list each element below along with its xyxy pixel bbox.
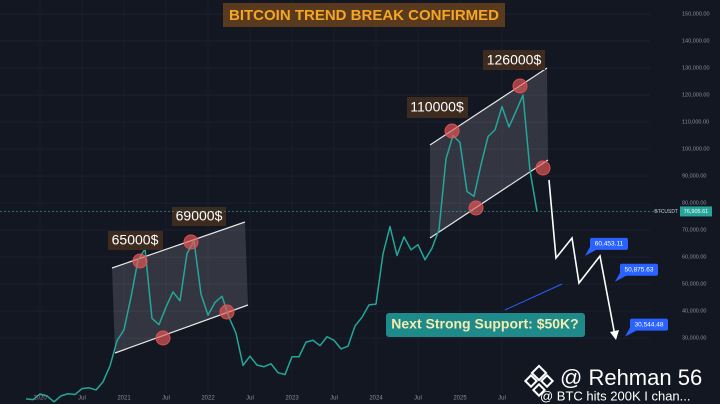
touch-point	[219, 304, 235, 320]
y-tick-label: 140,000.00	[682, 39, 710, 45]
y-tick-label: 40,000.00	[682, 309, 706, 315]
x-tick-label: 2020	[33, 396, 47, 402]
target-label: 50,875.63	[625, 266, 654, 273]
x-tick-label: Jul	[498, 396, 506, 402]
support-box	[386, 313, 585, 337]
projection-path	[548, 179, 616, 337]
target-box	[590, 237, 628, 250]
x-tick-label: 2023	[285, 396, 299, 402]
y-tick-label: 100,000.00	[682, 147, 710, 153]
annotation: 110000$	[410, 99, 464, 115]
y-tick-label: 30,000.00	[682, 336, 706, 342]
price-tag-box	[680, 206, 712, 217]
y-tick-label: 130,000.00	[682, 66, 710, 72]
annotation: 69000$	[176, 208, 223, 224]
annotation-box	[483, 50, 545, 70]
y-tick-label: 50,000.00	[682, 282, 706, 288]
watermark-handle: @ Rehman 56	[560, 365, 702, 390]
y-tick-label: 90,000.00	[682, 174, 706, 180]
annotation: 65000$	[112, 232, 159, 248]
touch-point	[132, 253, 148, 269]
x-tick-label: 2021	[117, 396, 131, 402]
touch-point	[444, 123, 460, 139]
x-tick-label: Jul	[330, 396, 338, 402]
x-tick-label: 2025	[453, 396, 467, 402]
target-label: 60,453.11	[595, 241, 624, 248]
touch-point	[512, 78, 528, 94]
title-box	[223, 3, 505, 27]
y-tick-label: 120,000.00	[682, 93, 710, 99]
chart-title: BITCOIN TREND BREAK CONFIRMED	[229, 7, 499, 24]
x-tick-label: 2022	[201, 396, 215, 402]
target-label: 30,544.48	[635, 321, 664, 328]
touch-point	[183, 234, 199, 250]
x-tick-label: Jul	[246, 396, 254, 402]
annotation-box	[108, 231, 163, 250]
x-tick-label: Jul	[414, 396, 422, 402]
x-tick-label: Jul	[162, 396, 170, 402]
annotation: 126000$	[487, 52, 542, 68]
annotation-box	[407, 97, 468, 118]
support-pointer	[504, 283, 563, 311]
touch-point	[155, 330, 171, 346]
touch-point	[535, 160, 551, 176]
watermark-caption: @ BTC hits 200K I chan...	[540, 388, 690, 403]
plot	[25, 94, 538, 403]
price-tag-symbol: BTCUSDT	[654, 209, 678, 215]
price-tag-value: 76,905.61	[684, 209, 708, 215]
target-box	[630, 318, 668, 331]
touch-points	[132, 78, 551, 346]
channel-2021	[112, 222, 248, 353]
watermark-logo	[523, 364, 555, 398]
y-tick-label: 110,000.00	[682, 120, 709, 126]
x-tick-label: 2024	[369, 396, 383, 402]
y-tick-label: 150,000.00	[682, 11, 710, 17]
target-box	[620, 263, 658, 276]
x-tick-label: Jul	[78, 396, 86, 402]
touch-point	[468, 200, 484, 216]
y-tick-label: 60,000.00	[682, 255, 706, 261]
price-line	[25, 94, 538, 403]
y-tick-label: 70,000.00	[682, 228, 706, 234]
y-tick-label: 80,000.00	[682, 201, 706, 207]
support-label: Next Strong Support: $50K?	[391, 316, 578, 332]
channel-line	[429, 159, 549, 239]
channel-2025	[430, 68, 548, 238]
projection-arrowhead	[610, 330, 619, 340]
